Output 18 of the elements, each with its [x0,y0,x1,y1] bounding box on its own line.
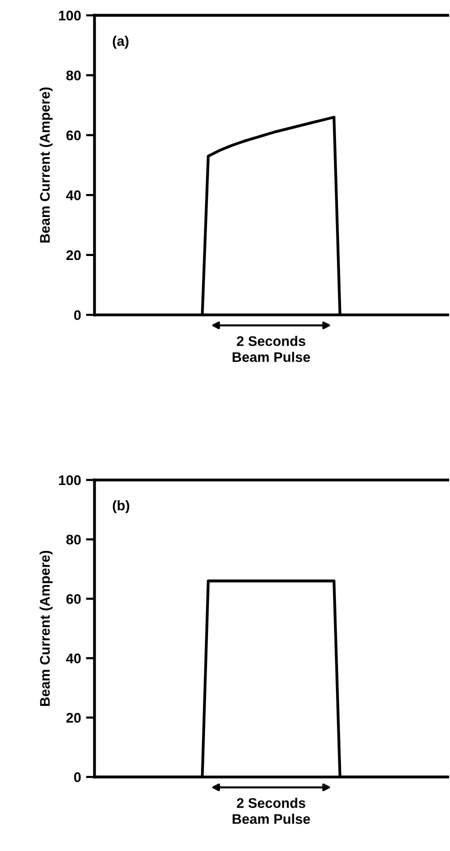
y-tick-label: 60 [66,130,81,140]
y-tick-label: 20 [66,712,81,723]
y-tick-label: 80 [66,70,81,80]
y-tick-label: 40 [66,654,81,664]
text: 2 Seconds Beam Pulse [232,336,310,362]
y-tick-label: 100 [59,475,81,486]
y-axis-title: Beam Current (Ampere) [40,550,53,706]
y-tick-label: 40 [66,190,81,200]
annotation: (b) [112,500,130,514]
y-tick-label: 80 [66,534,81,545]
y-tick-label: 100 [59,10,81,20]
annotation: (a) [112,36,128,49]
y-tick-label: 0 [74,310,81,320]
text: 2 Seconds Beam Pulse [232,798,310,824]
y-tick-label: 20 [66,250,81,260]
y-tick-label: 60 [66,594,81,604]
y-tick-label: 0 [74,772,81,782]
y-axis-title: Beam Current (Ampere) [40,87,53,242]
